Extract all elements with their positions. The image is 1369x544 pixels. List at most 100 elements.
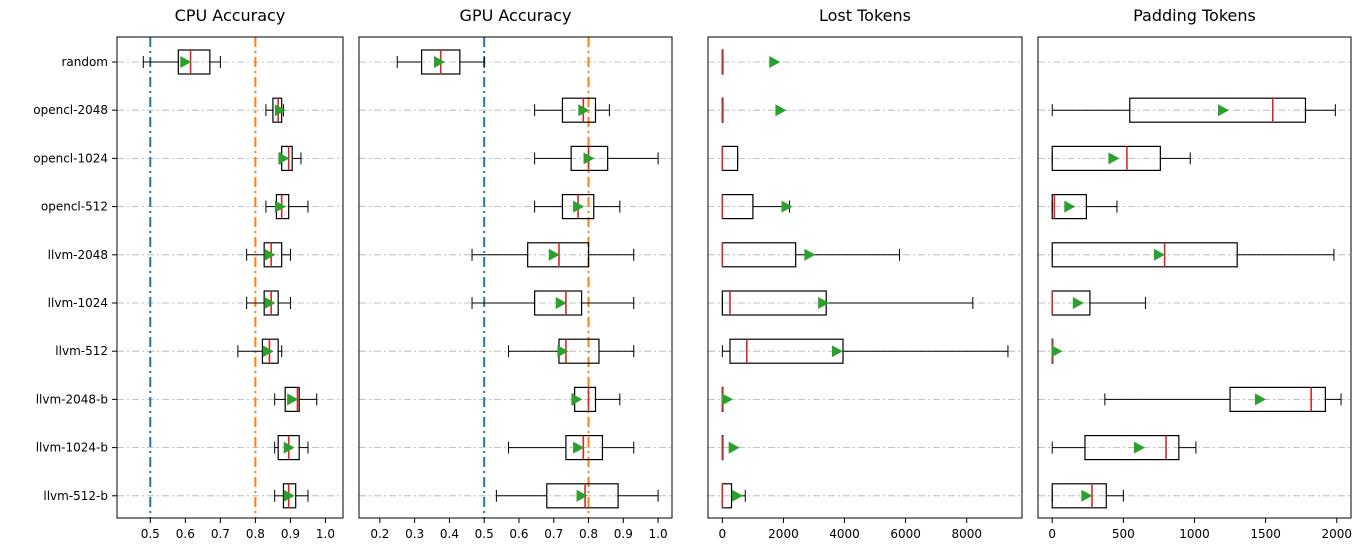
mean-marker: [781, 200, 793, 213]
mean-marker: [576, 489, 588, 502]
box: [565, 435, 604, 461]
box: [263, 242, 283, 268]
box: [546, 483, 619, 509]
panel-title: CPU Accuracy: [175, 6, 286, 25]
box: [261, 338, 279, 364]
mean-marker: [573, 200, 585, 213]
x-tick-label: 1500: [1250, 527, 1281, 541]
box: [177, 49, 211, 75]
mean-marker: [264, 248, 276, 261]
mean-marker: [769, 56, 781, 68]
x-tick-label: 1000: [1179, 527, 1210, 541]
panel-3: Padding Tokens 0 500 1000 1500 2000: [1037, 6, 1352, 541]
mean-marker: [831, 345, 843, 358]
panel-0: CPU Accuracy 0.5 0.6 0.7 0.8 0.9 1.0: [116, 6, 344, 541]
x-tick-label: 0.8: [246, 527, 265, 541]
box: [1051, 194, 1087, 220]
row-label: llvm-2048: [48, 248, 108, 262]
mean-marker: [1108, 152, 1120, 165]
x-tick-label: 0.9: [281, 527, 300, 541]
mean-marker: [555, 297, 567, 309]
mean-marker: [1134, 441, 1146, 454]
mean-marker: [278, 152, 290, 165]
x-tick-label: 0.3: [405, 527, 424, 541]
box: [1229, 386, 1326, 412]
mean-marker: [818, 297, 830, 309]
panel-2: Lost Tokens 0 2000 4000 6000 8000: [707, 6, 1023, 541]
mean-marker: [775, 104, 787, 117]
row-label: opencl-2048: [33, 103, 108, 117]
box: [1051, 242, 1238, 268]
x-tick-label: 0.5: [141, 527, 160, 541]
mean-marker: [1217, 104, 1229, 117]
panel-title: Padding Tokens: [1133, 6, 1256, 25]
x-tick-label: 8000: [951, 527, 982, 541]
mean-marker: [274, 104, 286, 117]
box: [527, 242, 590, 268]
row-label: opencl-512: [41, 200, 108, 214]
row-label: llvm-512-b: [43, 489, 108, 503]
x-tick-label: 0.6: [176, 527, 195, 541]
mean-marker: [728, 441, 740, 454]
mean-marker: [1153, 248, 1165, 261]
mean-marker: [548, 248, 560, 261]
row-label: opencl-1024: [33, 151, 108, 165]
mean-marker: [287, 393, 299, 406]
axes-frame: [116, 36, 344, 519]
mean-marker: [804, 248, 816, 261]
mean-marker: [283, 441, 295, 454]
box: [1084, 435, 1180, 461]
row-label: llvm-1024: [48, 296, 108, 310]
panel-title: GPU Accuracy: [460, 6, 572, 25]
mean-marker: [274, 200, 286, 213]
x-tick-label: 0.6: [509, 527, 528, 541]
x-tick-label: 1.0: [316, 527, 335, 541]
box: [534, 290, 583, 316]
box: [729, 338, 844, 364]
mean-marker: [283, 489, 295, 502]
row-label: llvm-2048-b: [36, 392, 108, 406]
mean-marker: [732, 489, 744, 502]
mean-marker: [1051, 345, 1063, 358]
box: [570, 145, 609, 171]
box: [284, 386, 300, 412]
mean-marker: [578, 104, 590, 117]
mean-marker: [264, 297, 276, 309]
row-label: llvm-512: [55, 344, 108, 358]
mean-marker: [1081, 489, 1093, 502]
panel-1: GPU Accuracy 0.2 0.3 0.4 0.5 0.6 0.7 0.8 0.9 1.0: [358, 6, 673, 541]
mean-marker: [1064, 200, 1076, 213]
panel-title: Lost Tokens: [819, 6, 911, 25]
mean-marker: [262, 345, 274, 358]
x-tick-label: 2000: [1321, 527, 1352, 541]
x-tick-label: 0.8: [579, 527, 598, 541]
mean-marker: [583, 152, 595, 165]
box: [1129, 97, 1307, 123]
row-label: llvm-1024-b: [36, 441, 108, 455]
mean-marker: [571, 393, 583, 406]
axes-frame: [358, 36, 673, 519]
mean-marker: [1254, 393, 1266, 406]
mean-marker: [573, 441, 585, 454]
mean-marker: [433, 56, 445, 68]
mean-marker: [721, 393, 733, 406]
x-tick-label: 4000: [829, 527, 860, 541]
box: [1051, 483, 1107, 509]
row-label: random: [61, 55, 108, 69]
x-tick-label: 0.5: [475, 527, 494, 541]
x-tick-label: 0.2: [370, 527, 389, 541]
mean-marker: [557, 345, 569, 358]
mean-marker: [1072, 297, 1084, 309]
box: [561, 97, 597, 123]
x-tick-label: 0: [719, 527, 727, 541]
x-tick-label: 0.7: [544, 527, 563, 541]
x-tick-label: 0: [1048, 527, 1056, 541]
x-tick-label: 6000: [890, 527, 921, 541]
box: [282, 483, 297, 509]
axes-frame: [707, 36, 1023, 519]
mean-marker: [180, 56, 192, 68]
x-tick-label: 1.0: [649, 527, 668, 541]
x-tick-label: 2000: [768, 527, 799, 541]
box: [1051, 145, 1161, 171]
